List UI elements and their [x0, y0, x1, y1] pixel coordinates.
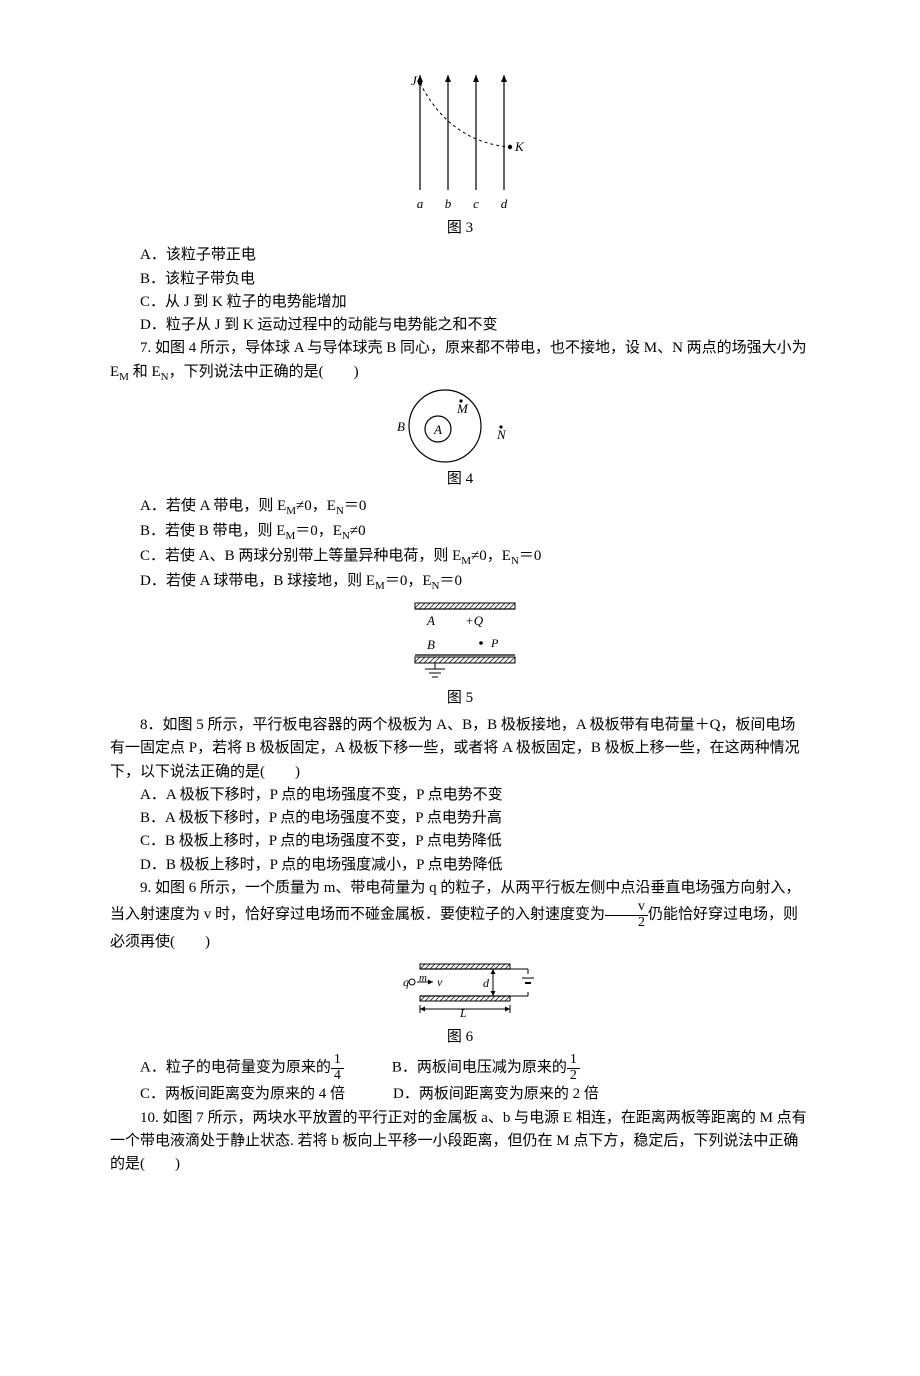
figure-4: A B M N: [375, 386, 545, 466]
q6-option-b-text: 该粒子带负电: [165, 271, 255, 287]
q8d-text: B 极板上移时，P 点的电场强度减小，P 点电势降低: [166, 857, 503, 873]
q7b-m: M: [285, 530, 295, 542]
svg-text:B: B: [397, 419, 405, 434]
svg-text:A: A: [426, 613, 435, 628]
q9b-pre: 两板间电压减为原来的: [417, 1060, 567, 1076]
q6-option-d-text: 粒子从 J 到 K 运动过程中的动能与电势能之和不变: [166, 317, 498, 333]
q8-option-d: D．B 极板上移时，P 点的电场强度减小，P 点电势降低: [110, 854, 810, 877]
figure-6-caption: 图 6: [110, 1026, 810, 1049]
svg-text:a: a: [417, 196, 424, 211]
q9a-frac: 14: [331, 1053, 344, 1083]
figure-5-caption: 图 5: [110, 687, 810, 710]
svg-text:J: J: [411, 73, 418, 88]
q7a-pre: 若使 A 带电，则 E: [166, 498, 286, 514]
svg-text:L: L: [459, 1006, 467, 1020]
q7c-m: M: [461, 555, 471, 567]
svg-text:K: K: [514, 139, 525, 154]
q6-option-b: B．该粒子带负电: [110, 268, 810, 291]
q7c-pre: 若使 A、B 两球分别带上等量异种电荷，则 E: [165, 548, 461, 564]
q8c-text: B 极板上移时，P 点的电场强度不变，P 点电势降低: [165, 833, 502, 849]
q7c-mid: ≠0，E: [471, 548, 511, 564]
q7a-m: M: [286, 505, 296, 517]
q9b-num: 1: [567, 1053, 580, 1069]
q6-option-c-text: 从 J 到 K 粒子的电势能增加: [165, 294, 347, 310]
q9-frac-num: v: [605, 900, 648, 916]
q8-stem: 8．如图 5 所示，平行板电容器的两个极板为 A、B，B 极板接地，A 极板带有…: [110, 714, 810, 784]
q7b-mid: ＝0，E: [295, 523, 342, 539]
figure-6: qmvdL: [375, 954, 545, 1024]
q7d-suf: ＝0: [439, 573, 462, 589]
q6-option-a: A．该粒子带正电: [110, 244, 810, 267]
q7b-suf: ≠0: [350, 523, 366, 539]
svg-text:v: v: [437, 975, 443, 989]
q7b-n: N: [342, 530, 350, 542]
figure-5: A +Q B P: [375, 595, 545, 685]
q6-option-c: C．从 J 到 K 粒子的电势能增加: [110, 291, 810, 314]
q7-stem-sub-m: M: [119, 371, 129, 383]
figure-3-caption: 图 3: [110, 217, 810, 240]
q7a-suf: ＝0: [344, 498, 367, 514]
q7-option-c: C．若使 A、B 两球分别带上等量异种电荷，则 EM≠0，EN＝0: [110, 545, 810, 570]
q9-option-d: D．两板间距离变为原来的 2 倍: [363, 1083, 599, 1106]
q9a-pre: 粒子的电荷量变为原来的: [166, 1060, 331, 1076]
q7d-mid: ＝0，E: [385, 573, 432, 589]
q9d-text: 两板间距离变为原来的 2 倍: [419, 1086, 599, 1102]
q7a-mid: ≠0，E: [296, 498, 336, 514]
q9-frac: v2: [605, 900, 648, 930]
q9b-frac: 12: [567, 1053, 580, 1083]
q7-stem-tail: ，下列说法中正确的是( ): [169, 364, 359, 380]
q8-option-c: C．B 极板上移时，P 点的电场强度不变，P 点电势降低: [110, 830, 810, 853]
q8-option-a: A．A 极板下移时，P 点的电场强度不变，P 点电势不变: [110, 784, 810, 807]
q7-stem-sub-n: N: [161, 371, 169, 383]
q7c-n: N: [511, 555, 519, 567]
svg-text:B: B: [427, 637, 435, 652]
q7a-n: N: [336, 505, 344, 517]
q7-option-d: D．若使 A 球带电，B 球接地，则 EM＝0，EN＝0: [110, 570, 810, 595]
q7c-suf: ＝0: [519, 548, 542, 564]
q10-stem: 10. 如图 7 所示，两块水平放置的平行正对的金属板 a、b 与电源 E 相连…: [110, 1107, 810, 1177]
figure-3: a b c d J K: [390, 70, 530, 215]
q9-option-a: A．粒子的电荷量变为原来的14: [110, 1053, 344, 1083]
svg-text:q: q: [403, 975, 409, 989]
svg-text:d: d: [501, 196, 508, 211]
svg-text:M: M: [456, 401, 469, 416]
q9-options-row1: A．粒子的电荷量变为原来的14 B．两板间电压减为原来的12: [110, 1053, 810, 1083]
q8b-text: A 极板下移时，P 点的电场强度不变，P 点电势升高: [165, 810, 502, 826]
q7-option-a: A．若使 A 带电，则 EM≠0，EN＝0: [110, 495, 810, 520]
q7d-m: M: [375, 580, 385, 592]
q9-option-b: B．两板间电压减为原来的12: [362, 1053, 580, 1083]
q6-option-d: D．粒子从 J 到 K 运动过程中的动能与电势能之和不变: [110, 314, 810, 337]
svg-text:c: c: [473, 196, 479, 211]
svg-text:A: A: [433, 422, 442, 437]
q9b-den: 2: [567, 1069, 580, 1084]
q7b-pre: 若使 B 带电，则 E: [165, 523, 285, 539]
svg-text:P: P: [490, 636, 499, 650]
svg-text:b: b: [445, 196, 452, 211]
q9a-num: 1: [331, 1053, 344, 1069]
svg-text:+Q: +Q: [465, 613, 484, 628]
svg-text:d: d: [483, 976, 490, 990]
q8a-text: A 极板下移时，P 点的电场强度不变，P 点电势不变: [166, 787, 503, 803]
q9-stem: 9. 如图 6 所示，一个质量为 m、带电荷量为 q 的粒子，从两平行板左侧中点…: [110, 877, 810, 954]
q9c-text: 两板间距离变为原来的 4 倍: [165, 1086, 345, 1102]
q7-stem-part2: 和 E: [129, 364, 161, 380]
svg-text:N: N: [496, 427, 507, 442]
q7-stem: 7. 如图 4 所示，导体球 A 与导体球壳 B 同心，原来都不带电，也不接地，…: [110, 337, 810, 385]
q9a-den: 4: [331, 1069, 344, 1084]
q8-option-b: B．A 极板下移时，P 点的电场强度不变，P 点电势升高: [110, 807, 810, 830]
q7-option-b: B．若使 B 带电，则 EM＝0，EN≠0: [110, 520, 810, 545]
q9-option-c: C．两板间距离变为原来的 4 倍: [110, 1083, 345, 1106]
q9-frac-den: 2: [605, 916, 648, 931]
q6-option-a-text: 该粒子带正电: [166, 247, 256, 263]
q7d-pre: 若使 A 球带电，B 球接地，则 E: [166, 573, 375, 589]
figure-4-caption: 图 4: [110, 468, 810, 491]
q9-options-row2: C．两板间距离变为原来的 4 倍 D．两板间距离变为原来的 2 倍: [110, 1083, 810, 1106]
